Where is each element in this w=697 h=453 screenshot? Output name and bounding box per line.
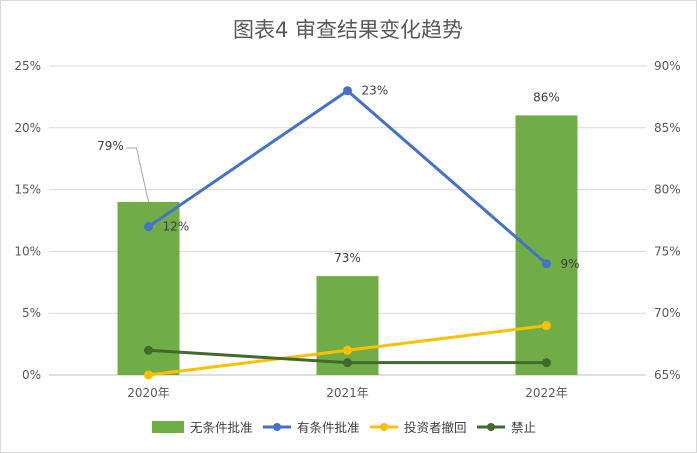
series-point bbox=[343, 358, 352, 368]
right-tick-label: 65% bbox=[654, 368, 681, 382]
legend-label: 无条件批准 bbox=[190, 420, 253, 435]
right-tick-label: 80% bbox=[654, 183, 681, 197]
left-tick-label: 0% bbox=[22, 368, 41, 382]
series-point bbox=[343, 345, 352, 355]
left-tick-label: 20% bbox=[14, 121, 41, 135]
series-line bbox=[147, 89, 548, 265]
right-tick-label: 70% bbox=[654, 306, 681, 320]
series-point bbox=[144, 222, 153, 232]
lines bbox=[144, 86, 551, 380]
data-label: 86% bbox=[533, 90, 560, 104]
legend-swatch bbox=[152, 421, 184, 433]
legend-label: 禁止 bbox=[511, 420, 536, 435]
series-point bbox=[542, 321, 551, 331]
legend-label: 有条件批准 bbox=[297, 420, 360, 435]
legend-marker bbox=[487, 423, 495, 431]
left-tick-label: 25% bbox=[14, 59, 41, 73]
series-point bbox=[343, 86, 352, 96]
series-point bbox=[144, 370, 153, 380]
bars bbox=[117, 115, 578, 375]
left-tick-label: 10% bbox=[14, 244, 41, 258]
data-label: 79% bbox=[97, 139, 124, 153]
left-axis-ticks: 0% 5% 10% 15% 20% 25% bbox=[14, 59, 41, 382]
category-label: 2022年 bbox=[525, 386, 568, 400]
data-label: 12% bbox=[163, 220, 190, 234]
legend-label: 投资者撤回 bbox=[404, 420, 467, 435]
category-label: 2020年 bbox=[127, 386, 170, 400]
data-label: 9% bbox=[561, 257, 580, 271]
series-point bbox=[542, 358, 551, 368]
category-label: 2021年 bbox=[326, 386, 369, 400]
legend-marker bbox=[380, 423, 388, 431]
right-tick-label: 85% bbox=[654, 121, 681, 135]
right-tick-label: 90% bbox=[654, 59, 681, 73]
data-label: 73% bbox=[334, 251, 361, 265]
legend-marker bbox=[273, 423, 281, 431]
left-tick-label: 15% bbox=[14, 183, 41, 197]
chart-title: 图表4 审查结果变化趋势 bbox=[233, 18, 463, 42]
series-point bbox=[144, 345, 153, 355]
right-axis-ticks: 65% 70% 75% 80% 85% 90% bbox=[654, 59, 681, 382]
legend: 无条件批准 有条件批准 投资者撤回 禁止 bbox=[152, 420, 536, 435]
series-point bbox=[542, 259, 551, 269]
left-tick-label: 5% bbox=[22, 306, 41, 320]
data-labels: 79% 73% 86% 12% 23% 9% bbox=[97, 84, 579, 271]
category-labels: 2020年 2021年 2022年 bbox=[127, 386, 568, 400]
leader-line bbox=[126, 147, 149, 203]
data-label: 23% bbox=[362, 84, 389, 98]
right-tick-label: 75% bbox=[654, 244, 681, 258]
